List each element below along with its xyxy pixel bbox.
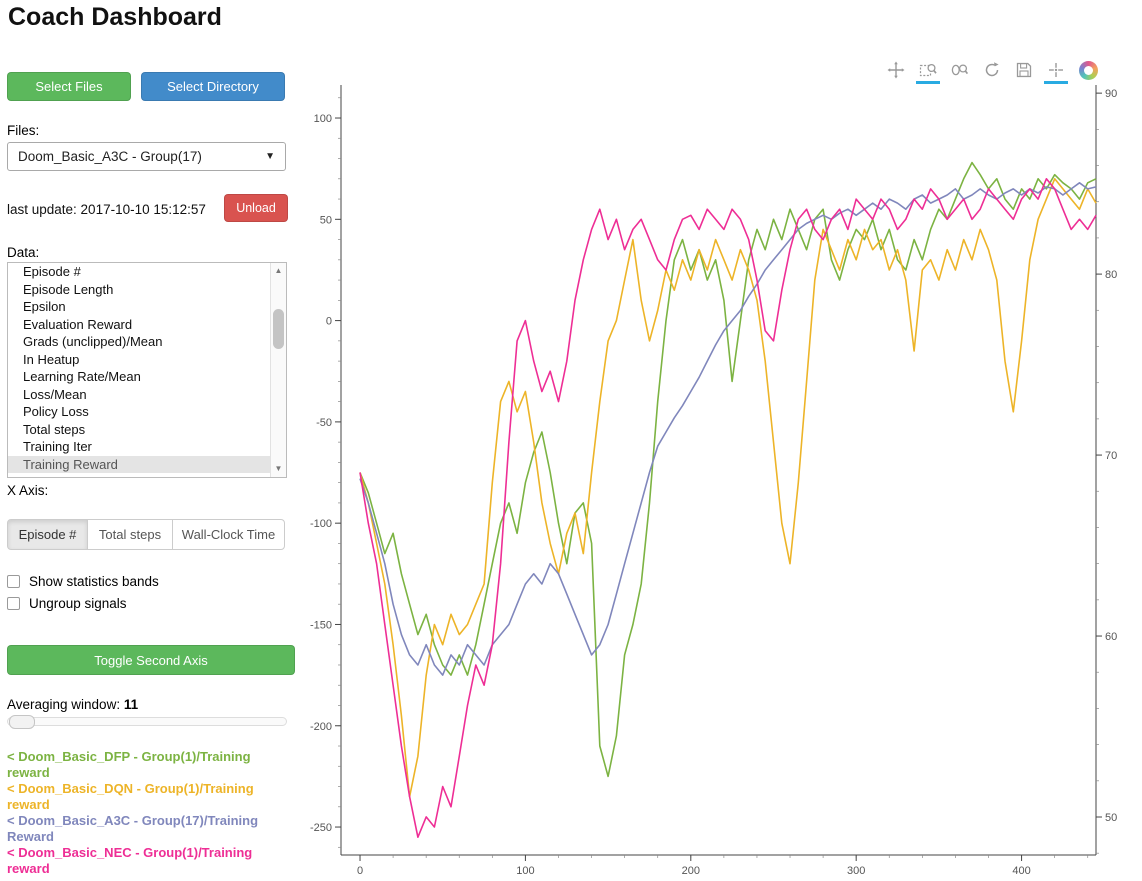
averaging-window-value: 11 <box>123 697 139 712</box>
data-signal-list[interactable]: Episode # Episode Length Epsilon Evaluat… <box>7 262 287 478</box>
pan-icon[interactable] <box>886 60 906 80</box>
toggle-second-axis-button[interactable]: Toggle Second Axis <box>7 645 295 675</box>
data-list-item[interactable]: Grads (unclipped)/Mean <box>23 334 163 349</box>
scrollbar-thumb[interactable] <box>273 309 284 349</box>
y-tick-label-left: 0 <box>326 316 332 328</box>
scroll-down-icon[interactable]: ▼ <box>274 464 283 473</box>
wheel-zoom-icon[interactable] <box>950 60 970 80</box>
x-tick-label: 400 <box>1012 865 1030 877</box>
y-tick-label-right: 90 <box>1105 88 1117 100</box>
x-tick-label: 0 <box>357 865 363 877</box>
y-tick-label-right: 60 <box>1105 631 1117 643</box>
data-list-item[interactable]: Episode # <box>23 264 81 279</box>
y-tick-label-left: 100 <box>314 113 332 125</box>
x-tick-label: 300 <box>847 865 865 877</box>
select-files-button[interactable]: Select Files <box>7 72 131 101</box>
ungroup-signals-label: Ungroup signals <box>29 596 127 611</box>
legend-item-dfp[interactable]: < Doom_Basic_DFP - Group(1)/Training rew… <box>7 749 251 780</box>
data-list-item[interactable]: In Heatup <box>23 351 80 367</box>
legend-item-a3c[interactable]: < Doom_Basic_A3C - Group(17)/Training Re… <box>7 813 259 844</box>
unload-button[interactable]: Unload <box>224 194 288 222</box>
x-axis-option-total-steps[interactable]: Total steps <box>87 519 173 550</box>
show-statistics-bands-checkbox[interactable] <box>7 575 20 588</box>
show-statistics-bands-label: Show statistics bands <box>29 574 159 589</box>
y-tick-label-left: 50 <box>320 214 332 226</box>
files-dropdown-value: Doom_Basic_A3C - Group(17) <box>18 149 202 164</box>
x-axis-label: X Axis: <box>7 483 49 498</box>
bokeh-logo-icon[interactable] <box>1078 60 1098 80</box>
series-line-doom-basic-dqn-group-1-training-reward <box>359 178 1097 798</box>
y-tick-label-left: -200 <box>310 721 332 733</box>
files-label: Files: <box>7 123 40 138</box>
data-label: Data: <box>7 245 40 260</box>
x-axis-option-wall-clock[interactable]: Wall-Clock Time <box>172 519 285 550</box>
plot-toolbar <box>886 58 1098 84</box>
legend-item-dqn[interactable]: < Doom_Basic_DQN - Group(1)/Training rew… <box>7 781 254 812</box>
data-list-item[interactable]: Learning Rate/Mean <box>23 369 141 384</box>
slider-handle[interactable] <box>9 715 35 729</box>
x-axis-option-episode[interactable]: Episode # <box>7 519 88 550</box>
last-update-text: last update: 2017-10-10 15:12:57 <box>7 202 206 217</box>
x-axis-button-group: Episode # Total steps Wall-Clock Time <box>7 519 285 550</box>
ungroup-signals-checkbox[interactable] <box>7 597 20 610</box>
series-line-doom-basic-dfp-group-1-training-reward <box>359 161 1097 778</box>
data-list-item[interactable]: Evaluation Reward <box>23 316 133 332</box>
reward-plot[interactable]: 100 50 0 -50 -100 -150 -200 -250 90 80 70 60 50 0 100 2… <box>300 85 1142 881</box>
data-list-item[interactable]: Episode Length <box>23 281 114 297</box>
data-list-item[interactable]: Training Iter <box>23 439 92 454</box>
reset-icon[interactable] <box>982 60 1002 80</box>
y-tick-label-right: 70 <box>1105 450 1117 462</box>
list-scrollbar[interactable]: ▲ ▼ <box>270 263 286 477</box>
averaging-window-label: Averaging window: <box>7 697 121 712</box>
series-line-doom-basic-nec-group-1-training-reward <box>359 178 1097 839</box>
series-line-doom-basic-a3c-group-17-training-reward <box>359 182 1097 676</box>
files-dropdown[interactable]: Doom_Basic_A3C - Group(17) ▼ <box>7 142 286 171</box>
y-tick-label-right: 50 <box>1105 812 1117 824</box>
ungroup-signals-row: Ungroup signals <box>7 596 127 611</box>
y-tick-label-left: -150 <box>310 619 332 631</box>
data-list-item[interactable]: Epsilon <box>23 299 66 314</box>
page-title: Coach Dashboard <box>8 3 222 31</box>
x-tick-label: 100 <box>516 865 534 877</box>
y-tick-label-left: -100 <box>310 518 332 530</box>
box-zoom-icon[interactable] <box>916 60 940 84</box>
save-icon[interactable] <box>1014 60 1034 80</box>
scroll-up-icon[interactable]: ▲ <box>274 266 283 275</box>
select-directory-button[interactable]: Select Directory <box>141 72 285 101</box>
x-tick-label: 200 <box>682 865 700 877</box>
hover-icon[interactable] <box>1044 60 1068 84</box>
averaging-window-slider[interactable] <box>7 715 287 729</box>
data-list-item[interactable]: Total steps <box>23 421 86 437</box>
show-statistics-bands-row: Show statistics bands <box>7 574 159 589</box>
data-list-item[interactable]: Policy Loss <box>23 404 89 419</box>
data-list-item[interactable]: Training Reward <box>8 455 286 473</box>
averaging-window-row: Averaging window: 11 <box>7 697 138 712</box>
chevron-down-icon: ▼ <box>265 151 275 162</box>
legend-item-nec[interactable]: < Doom_Basic_NEC - Group(1)/Training rew… <box>7 845 253 876</box>
y-tick-label-right: 80 <box>1105 269 1117 281</box>
data-list-item[interactable]: Loss/Mean <box>23 386 87 402</box>
y-tick-label-left: -50 <box>316 417 332 429</box>
y-tick-label-left: -250 <box>310 822 332 834</box>
